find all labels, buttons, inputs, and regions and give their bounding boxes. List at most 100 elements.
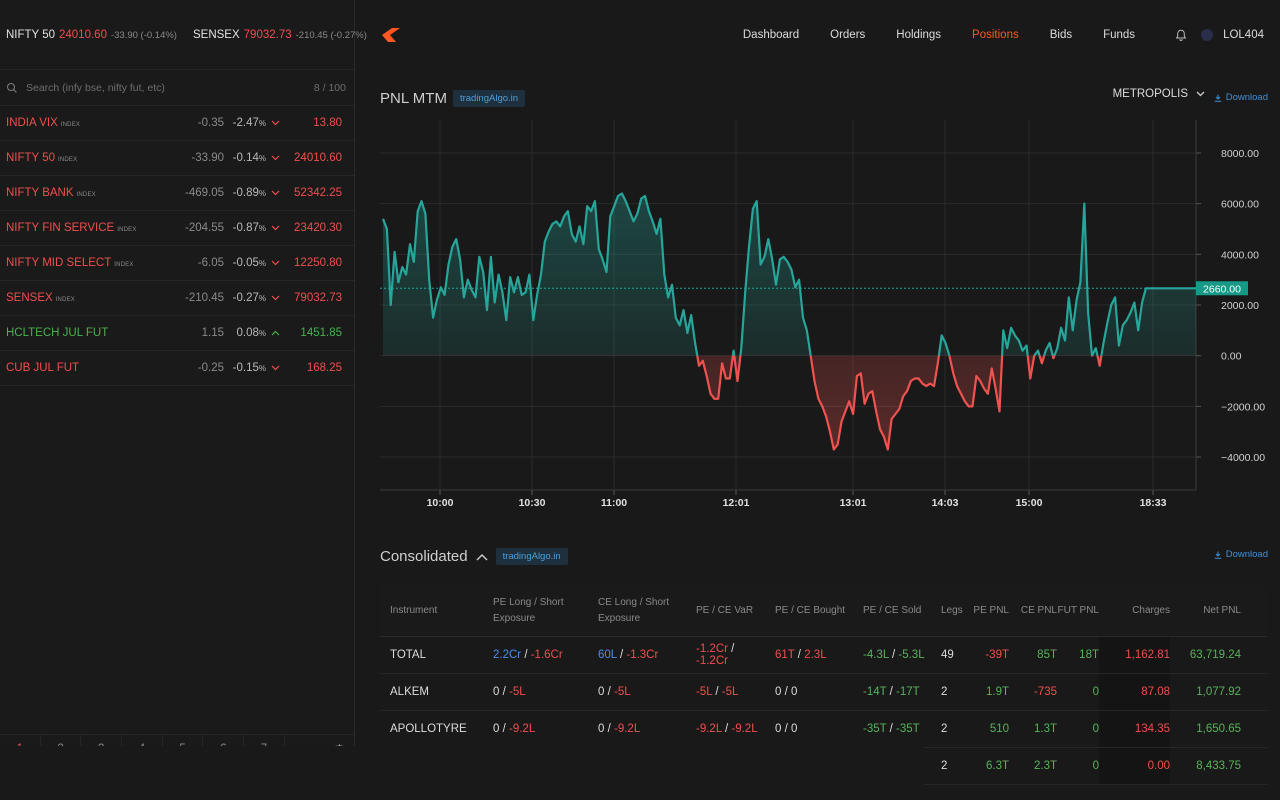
sold-cell: -4.3L / -5.3L [853, 649, 931, 661]
column-header[interactable]: CE PNL [1020, 604, 1057, 616]
chevron-up-icon[interactable] [476, 553, 488, 561]
ticker-change: -210.45 (-0.27%) [295, 29, 367, 41]
watchlist-row[interactable]: CUB JUL FUT -0.25 -0.15% 168.25 [0, 351, 354, 386]
pnl-chart[interactable]: 8000.00 6000.00 4000.00 2000.00 0.00 −2000.00… [356, 120, 1280, 520]
watchlist-row[interactable]: NIFTY BANK INDEX -469.05 -0.89% 52342.25 [0, 176, 354, 211]
nav-holdings[interactable]: Holdings [896, 29, 942, 41]
column-header[interactable]: PE / CE Bought [775, 604, 846, 616]
nav-funds[interactable]: Funds [1103, 29, 1136, 41]
search-input[interactable]: Search (infy bse, nifty fut, etc) [26, 81, 165, 94]
column-header[interactable]: CE Long / Short Exposure [598, 596, 670, 624]
nav-bids[interactable]: Bids [1049, 29, 1073, 41]
ticker-name: NIFTY 50 [6, 28, 55, 41]
pct-value: -0.05 [232, 257, 259, 269]
pnl-source-badge[interactable]: tradingAlgo.in [452, 90, 526, 107]
watchlist-pct: -2.47% [224, 117, 266, 129]
legs-cell: 2 [941, 760, 948, 772]
value-a: 0 [598, 686, 605, 698]
value-a: 0 [598, 723, 605, 735]
brand-logo-icon[interactable] [382, 28, 400, 42]
nav-positions[interactable]: Positions [972, 29, 1019, 41]
y-tick-label: 2000.00 [1221, 300, 1259, 312]
watchlist-symbol: SENSEX INDEX [6, 292, 164, 304]
charges-cell: 1,162.81 [1099, 637, 1170, 673]
pnl-line-positive [381, 192, 1196, 356]
y-tick-label: 8000.00 [1221, 148, 1259, 160]
watchlist-symbol: NIFTY 50 INDEX [6, 152, 164, 164]
instrument-cell: TOTAL [390, 649, 426, 661]
consolidated-source-badge[interactable]: tradingAlgo.in [495, 548, 568, 565]
ticker-change: -33.90 (-0.14%) [110, 29, 177, 41]
table-row[interactable]: TOTAL 2.2Cr / -1.6Cr 60L / -1.3Cr -1.2Cr / … [380, 637, 1267, 674]
watchlist-row[interactable]: NIFTY 50 INDEX -33.90 -0.14% 24010.60 [0, 141, 354, 176]
column-header[interactable]: Instrument [390, 604, 438, 616]
watchlist-change: -469.05 [184, 187, 224, 199]
net-pnl-cell: 1,650.65 [1196, 723, 1241, 735]
instrument-search[interactable]: Search (infy bse, nifty fut, etc) 8 / 10… [0, 70, 354, 106]
chevron-down-icon [266, 120, 284, 126]
pct-value: -0.14 [232, 152, 259, 164]
value-a: 0 [775, 686, 782, 698]
avatar[interactable] [1201, 29, 1214, 41]
bell-icon[interactable] [1175, 29, 1187, 41]
symbol-tag: INDEX [76, 192, 96, 198]
symbol-name: NIFTY BANK [6, 187, 74, 199]
value-a: -35T [863, 723, 887, 735]
watchlist-ltp: 1451.85 [300, 327, 342, 339]
separator: / [888, 649, 899, 661]
watchlist-row[interactable]: NIFTY FIN SERVICE INDEX -204.55 -0.87% 23420… [0, 211, 354, 246]
instrument-cell: ALKEM [390, 686, 429, 698]
strategy-select[interactable]: METROPOLIS [1113, 88, 1205, 100]
pct-value: -0.87 [232, 222, 259, 234]
download-icon [1214, 94, 1221, 102]
pct-suffix: % [258, 294, 266, 303]
table-row[interactable]: ALKEM 0 / -5L 0 / -5L -5L / -5L 0 / 0 -14T / … [380, 674, 1267, 711]
watchlist-ltp: 13.80 [313, 117, 342, 129]
separator: / [721, 723, 732, 735]
separator: / [794, 649, 805, 661]
symbol-tag: INDEX [58, 157, 78, 163]
charges-cell: 0.00 [1099, 748, 1170, 784]
column-header[interactable]: Net PNL [1203, 604, 1241, 616]
ce-exposure-cell: 0 / -5L [588, 686, 686, 698]
pnl-download-button[interactable]: Download [1214, 92, 1268, 103]
consolidated-title: Consolidated [380, 548, 468, 565]
watchlist-row[interactable]: SENSEX INDEX -210.45 -0.27% 79032.73 [0, 281, 354, 316]
ticker-sensex[interactable]: SENSEX 79032.73 -210.45 (-0.27%) [193, 29, 367, 41]
column-header[interactable]: Legs [941, 604, 963, 616]
nav-orders[interactable]: Orders [830, 29, 866, 41]
pct-suffix: % [258, 329, 266, 338]
column-header[interactable]: PE Long / Short Exposure [493, 596, 564, 624]
nav-dashboard[interactable]: Dashboard [742, 29, 800, 41]
watchlist-symbol: NIFTY FIN SERVICE INDEX [6, 222, 164, 234]
watchlist-symbol: NIFTY BANK INDEX [6, 187, 164, 199]
table-row[interactable]: APOLLOTYRE 0 / -9.2L 0 / -9.2L -9.2L / -9.2… [380, 711, 1267, 748]
ticker-name: SENSEX [192, 28, 240, 41]
pe-pnl-cell: 1.9T [985, 686, 1009, 698]
index-ticker-bar: NIFTY 50 24010.60 -33.90 (-0.14%) SENSEX… [0, 0, 367, 70]
watchlist-change: -6.05 [197, 257, 224, 269]
watchlist-pct: -0.15% [224, 362, 266, 374]
column-header[interactable]: PE PNL [973, 604, 1009, 616]
ticker-nifty[interactable]: NIFTY 50 24010.60 -33.90 (-0.14%) [6, 29, 177, 41]
symbol-tag: INDEX [60, 122, 81, 128]
x-tick-label: 18:33 [1140, 497, 1167, 509]
chevron-down-icon [1196, 91, 1205, 97]
value-a: -4.3L [863, 649, 889, 661]
watchlist-row[interactable]: HCLTECH JUL FUT 1.15 0.08% 1451.85 [0, 316, 354, 351]
charges-cell: 87.08 [1099, 674, 1170, 710]
value-a: -1.2Cr [696, 643, 728, 655]
user-id[interactable]: LOL404 [1223, 29, 1264, 41]
symbol-name: CUB JUL FUT [6, 362, 80, 374]
column-header[interactable]: Charges [1132, 604, 1170, 616]
consolidated-download-button[interactable]: Download [1214, 549, 1268, 560]
ce-pnl-cell: -735 [1033, 686, 1057, 698]
watchlist-row[interactable]: INDIA VIX INDEX -0.35 -2.47% 13.80 [0, 106, 354, 141]
column-header[interactable]: PE / CE VaR [696, 604, 754, 616]
column-header[interactable]: FUT PNL [1057, 604, 1100, 616]
watchlist-row[interactable]: NIFTY MID SELECT INDEX -6.05 -0.05% 12250.80 [0, 246, 354, 281]
instrument-cell: APOLLOTYRE [390, 723, 467, 735]
symbol-tag: INDEX [114, 262, 134, 268]
column-header[interactable]: PE / CE Sold [863, 604, 922, 616]
